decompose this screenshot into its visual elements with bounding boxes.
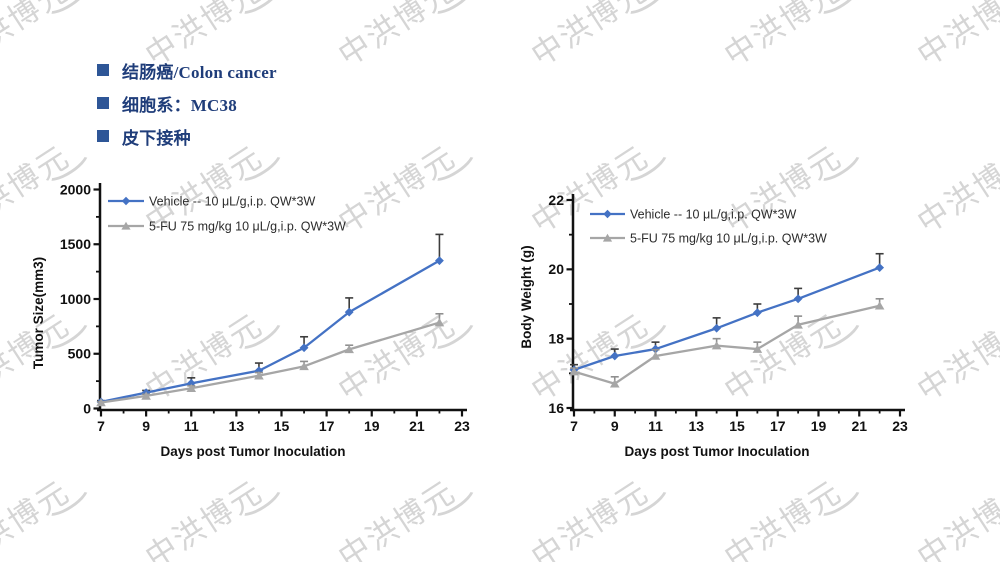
series-line <box>572 304 881 385</box>
triangle-marker-icon <box>711 341 722 350</box>
triangle-marker-icon <box>793 320 803 329</box>
triangle-marker-icon <box>141 391 151 400</box>
inoculation-route-label: 皮下接种 <box>122 128 191 148</box>
x-tick-label: 21 <box>409 418 425 434</box>
diamond-marker-icon <box>121 196 131 206</box>
watermark-swoosh-icon <box>810 0 866 21</box>
diamond-marker-icon <box>793 294 803 304</box>
axes: 7 9 11 13 15 17 19 21 23 0 500 1000 1500 2000 <box>60 181 470 434</box>
y-tick-label: 18 <box>548 330 564 346</box>
series-line <box>572 266 881 372</box>
study-info-item-inoculation-route: 皮下接种 <box>97 126 277 148</box>
y-tick-label: 0 <box>83 400 91 416</box>
diamond-marker-icon <box>435 256 444 266</box>
x-tick-label: 17 <box>319 418 335 434</box>
triangle-marker-icon <box>609 379 620 388</box>
x-axis-label: Days post Tumor Inoculation <box>160 444 345 459</box>
y-tick-label: 500 <box>68 346 92 362</box>
study-info-item-cancer-type: 结肠癌/Colon cancer <box>97 60 277 82</box>
triangle-marker-icon <box>752 344 763 353</box>
series-vehicle <box>96 233 444 407</box>
y-axis-label: Tumor Size(mm3) <box>31 257 46 369</box>
triangle-marker-icon <box>650 351 661 360</box>
cancer-type-label: 结肠癌/Colon cancer <box>122 62 277 82</box>
body-weight-chart: 7 9 11 13 15 17 19 21 23 16 18 20 22 Days post Tumor … <box>519 192 908 459</box>
bullet-square-icon <box>97 130 109 142</box>
y-tick-label: 16 <box>548 400 564 416</box>
diamond-marker-icon <box>254 366 264 376</box>
series-vehicle <box>569 252 885 375</box>
watermark-swoosh-icon <box>424 0 480 21</box>
triangle-marker-icon <box>434 318 445 327</box>
x-tick-label: 13 <box>688 418 704 434</box>
x-tick-label: 23 <box>454 418 470 434</box>
legend-label: 5-FU 75 mg/kg 10 μL/g,i.p. QW*3W <box>149 219 346 233</box>
legend: Vehicle -- 10 μL/g,i.p. QW*3W 5-FU 75 mg/… <box>108 194 346 233</box>
triangle-marker-icon <box>874 301 885 310</box>
triangle-marker-icon <box>299 361 309 371</box>
bullet-square-icon <box>97 64 109 76</box>
axes: 7 9 11 13 15 17 19 21 23 16 18 20 22 <box>548 192 908 434</box>
diamond-marker-icon <box>603 209 612 219</box>
tumor-size-chart: 7 9 11 13 15 17 19 21 23 0 500 1000 1500 2000 Days pos… <box>31 181 470 459</box>
x-tick-label: 7 <box>97 418 105 434</box>
triangle-marker-icon <box>96 398 106 407</box>
watermark-swoosh-icon <box>617 0 673 21</box>
x-tick-label: 19 <box>364 418 380 434</box>
x-tick-label: 23 <box>892 418 908 434</box>
y-axis-label: Body Weight (g) <box>519 245 534 348</box>
x-axis-label: Days post Tumor Inoculation <box>624 444 809 459</box>
legend-label: Vehicle -- 10 μL/g,i.p. QW*3W <box>149 194 315 208</box>
study-info-list: 结肠癌/Colon cancer 细胞系：MC38 皮下接种 <box>97 60 277 159</box>
x-tick-label: 9 <box>142 418 150 434</box>
triangle-marker-icon <box>569 367 579 376</box>
x-tick-label: 11 <box>184 418 199 434</box>
series-5fu <box>96 312 445 407</box>
x-tick-label: 15 <box>274 418 290 434</box>
diamond-marker-icon <box>610 351 620 361</box>
triangle-marker-icon <box>254 371 264 380</box>
triangle-marker-icon <box>344 344 354 354</box>
x-tick-label: 13 <box>229 418 245 434</box>
diamond-marker-icon <box>344 307 354 317</box>
series-5fu <box>569 298 885 388</box>
diamond-marker-icon <box>875 263 885 272</box>
y-tick-label: 1500 <box>60 236 91 252</box>
x-tick-label: 7 <box>570 418 578 434</box>
watermark-text: 中洪博元 <box>911 0 1000 74</box>
legend-label: Vehicle -- 10 μL/g,i.p. QW*3W <box>630 207 796 221</box>
legend: Vehicle -- 10 μL/g,i.p. QW*3W 5-FU 75 mg/… <box>590 207 827 245</box>
diamond-marker-icon <box>299 343 309 353</box>
x-tick-label: 19 <box>811 418 827 434</box>
watermark-text: 中洪博元 <box>718 0 866 73</box>
y-tick-label: 1000 <box>60 291 91 307</box>
y-tick-label: 2000 <box>60 181 91 197</box>
x-tick-label: 17 <box>770 418 786 434</box>
x-tick-label: 15 <box>729 418 745 434</box>
triangle-marker-icon <box>121 221 131 230</box>
watermark-text: 中洪博元 <box>332 0 480 73</box>
cell-line-label: 细胞系：MC38 <box>122 95 237 115</box>
watermark-swoosh-icon <box>38 0 94 21</box>
diamond-marker-icon <box>712 323 722 333</box>
triangle-marker-icon <box>602 233 613 242</box>
legend-label: 5-FU 75 mg/kg 10 μL/g,i.p. QW*3W <box>630 231 827 245</box>
y-tick-label: 20 <box>548 261 564 277</box>
triangle-marker-icon <box>186 383 197 393</box>
diamond-marker-icon <box>752 308 762 318</box>
watermark-text: 中洪博元 <box>0 0 94 73</box>
bullet-square-icon <box>97 97 109 109</box>
x-tick-label: 11 <box>648 418 663 434</box>
study-info-item-cell-line: 细胞系：MC38 <box>97 93 277 115</box>
x-tick-label: 21 <box>851 418 867 434</box>
y-tick-label: 22 <box>548 192 564 208</box>
watermark-swoosh-icon <box>231 0 287 21</box>
x-tick-label: 9 <box>611 418 619 434</box>
watermark-text: 中洪博元 <box>525 0 673 73</box>
series-line <box>99 259 441 404</box>
